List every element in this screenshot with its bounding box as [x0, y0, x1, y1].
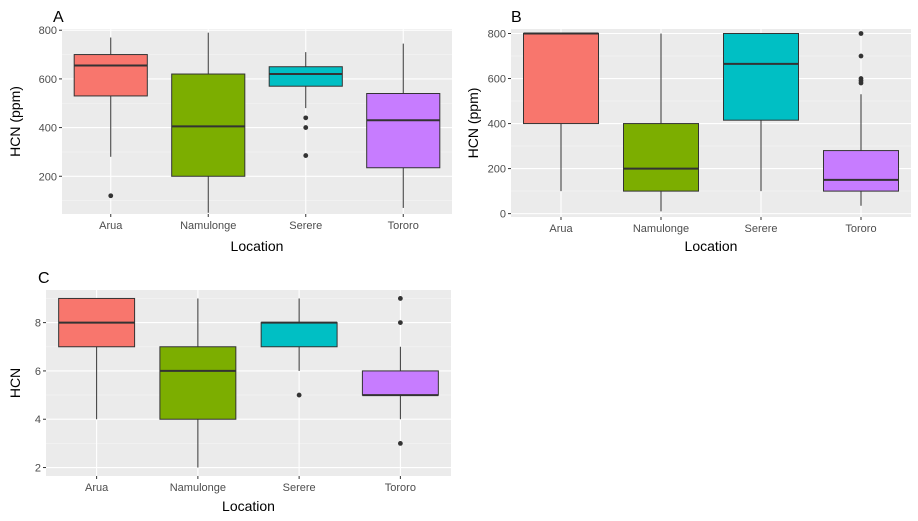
box-serere [268, 52, 343, 158]
x-tick-label: Namulonge [633, 223, 689, 235]
y-tick-label: 8 [35, 318, 41, 330]
x-tick-label: Tororo [385, 482, 416, 494]
panel-letter: C [38, 270, 50, 287]
box-arua [73, 37, 148, 199]
x-axis-title: Location [685, 238, 738, 254]
x-axis-title: Location [231, 238, 284, 254]
x-tick-label: Namulonge [180, 220, 236, 232]
outlier-point [303, 153, 309, 158]
box-namulonge [159, 298, 237, 468]
box-namulonge [623, 33, 699, 212]
outlier-point [397, 296, 403, 301]
x-tick-label: Tororo [845, 223, 876, 235]
box-arua [58, 297, 136, 420]
iqr-box [159, 346, 237, 420]
box-arua [523, 32, 599, 192]
outlier-point [397, 440, 403, 446]
box-tororo [366, 43, 441, 208]
y-tick-label: 400 [488, 119, 506, 131]
outlier-point [303, 125, 309, 130]
y-tick-label: 600 [39, 74, 57, 86]
outlier-point [303, 115, 309, 121]
y-tick-label: 800 [488, 29, 506, 41]
iqr-box [73, 54, 148, 97]
y-tick-label: 2 [35, 463, 41, 475]
box-namulonge [171, 32, 246, 213]
iqr-box [623, 123, 699, 192]
x-tick-label: Serere [283, 482, 316, 494]
iqr-box [723, 33, 799, 121]
y-tick-label: 200 [488, 164, 506, 176]
iqr-box [260, 322, 338, 348]
y-tick-label: 4 [35, 414, 41, 426]
panel-letter: B [511, 9, 522, 26]
x-tick-label: Arua [99, 220, 123, 232]
x-tick-label: Arua [85, 482, 109, 494]
x-tick-label: Serere [744, 223, 777, 235]
y-tick-label: 400 [39, 123, 57, 135]
panel-b: 0 200 400 600 800 Arua Namulonge Serere Tororo B L… [465, 9, 911, 254]
panel-letter: A [53, 9, 64, 26]
box-tororo [823, 31, 899, 206]
outlier-point [858, 53, 864, 59]
iqr-box [361, 370, 439, 396]
y-tick-label: 600 [488, 74, 506, 86]
y-axis-title: HCN (ppm) [7, 86, 23, 157]
box-tororo [361, 296, 439, 446]
y-tick-label: 6 [35, 366, 41, 378]
y-tick-label: 200 [39, 171, 57, 183]
outlier-point [858, 31, 864, 36]
box-serere [723, 33, 799, 192]
iqr-box [823, 150, 899, 192]
outlier-point [296, 392, 302, 398]
x-tick-label: Arua [549, 223, 573, 235]
y-tick-label: 800 [39, 25, 57, 37]
iqr-box [366, 93, 441, 169]
x-tick-label: Serere [289, 220, 322, 232]
outlier-point [108, 193, 114, 199]
outlier-point [858, 80, 864, 86]
panel-a: 200 400 600 800 Arua Namulonge Serere Tororo A Lo… [7, 9, 452, 254]
outlier-point [397, 320, 403, 326]
iqr-box [171, 73, 246, 177]
y-axis-title: HCN (ppm) [465, 88, 481, 159]
panel-c: 2 4 6 8 Arua Namulonge Serere Tororo C Location HC… [7, 270, 451, 514]
x-tick-label: Namulonge [170, 482, 226, 494]
x-axis-title: Location [222, 498, 275, 514]
y-tick-label: 0 [500, 209, 506, 221]
x-tick-label: Tororo [388, 220, 419, 232]
iqr-box [268, 66, 343, 87]
y-axis-title: HCN [7, 368, 23, 398]
box-serere [260, 298, 338, 398]
iqr-box [523, 33, 599, 125]
